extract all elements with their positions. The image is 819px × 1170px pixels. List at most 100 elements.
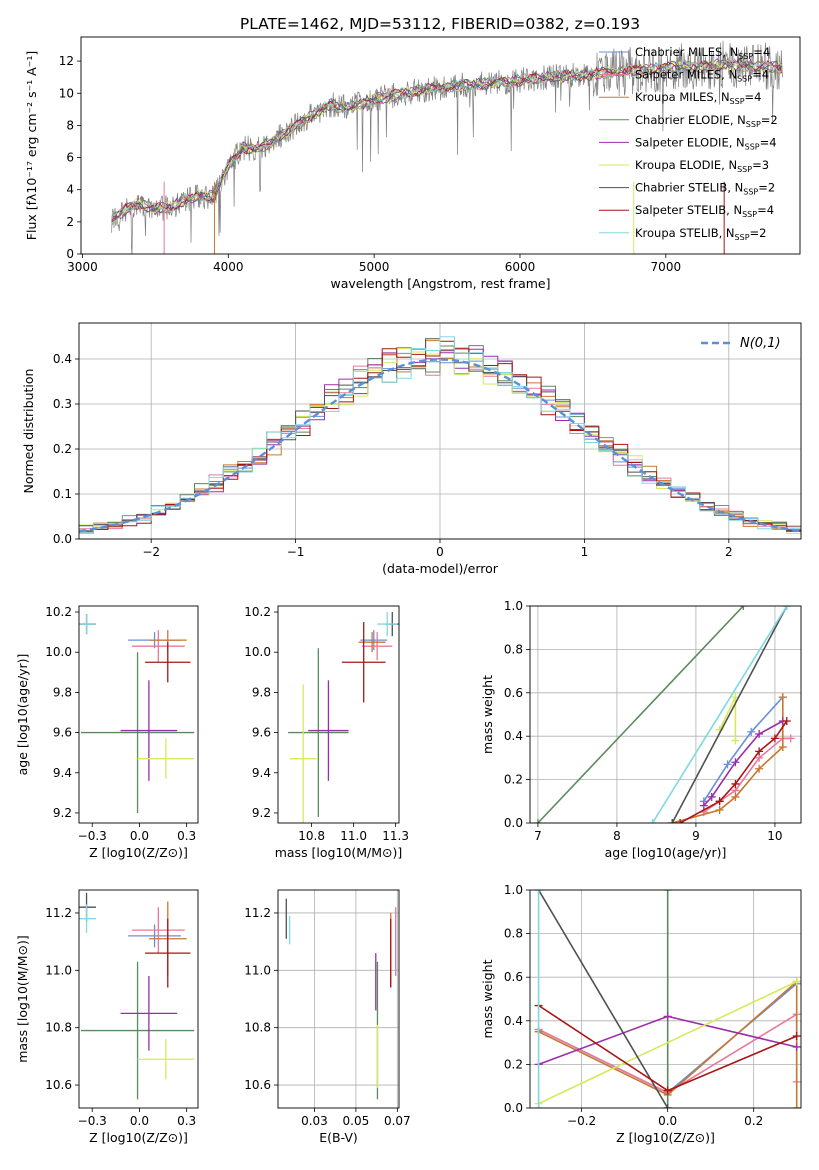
x-tick-label: 1 [581, 545, 589, 559]
marker-kroupa_stelib [648, 819, 657, 823]
y-tick-label: 6 [66, 151, 74, 165]
x-axis-label: wavelength [Angstrom, rest frame] [330, 276, 550, 291]
marker-kroupa_miles [778, 693, 787, 702]
marker-kroupa_miles [715, 805, 724, 814]
age-vs-metallicity-plot: −0.3 0.0 0.3 9.2 9.4 9.6 9.8 10.0 10.2 Z [log10(Z… [15, 605, 199, 860]
legend-value: =4 [757, 203, 774, 217]
x-tick-label: −2 [142, 545, 160, 559]
marker-salpeter_stelib [676, 819, 685, 823]
legend-subscript: SSP [737, 75, 752, 84]
plot-area [79, 892, 195, 1100]
x-axis-label: mass [log10(M/M⊙)] [275, 845, 403, 860]
legend-label: Salpeter ELODIE, NSSP=4 [635, 135, 777, 151]
x-tick-label: 0.2 [744, 1114, 763, 1128]
marker-salpeter_stelib [782, 717, 791, 726]
y-tick-label: 10.6 [45, 1078, 72, 1092]
model-spectrum-kroupa_stelib [111, 57, 783, 220]
y-tick-label: 10.0 [244, 645, 271, 659]
series-chabrier_stelib [671, 606, 788, 823]
legend-subscript: SSP [745, 142, 760, 151]
marker-salpeter_elodie [699, 801, 708, 810]
y-tick-label: 0.6 [504, 970, 523, 984]
marker-salpeter_elodie [792, 1042, 801, 1051]
spectrum-plot: 3000 4000 5000 6000 7000 0 2 4 6 8 10 12 wavelength … [24, 36, 801, 291]
marker-chabrier_elodie [533, 819, 542, 823]
marker-chabrier_stelib [663, 1104, 672, 1108]
x-axis-label: Z [log10(Z/Z⊙)] [89, 1130, 188, 1145]
marker-chabrier_miles [723, 760, 732, 769]
y-tick-label: 11.0 [244, 963, 271, 977]
y-tick-label: 9.8 [53, 685, 72, 699]
marker-kroupa_miles [792, 1104, 801, 1108]
marker-salpeter_stelib [715, 797, 724, 806]
x-tick-label: 5000 [359, 260, 390, 274]
y-tick-label: 11.2 [244, 906, 271, 920]
axes-frame [78, 605, 199, 824]
y-tick-label: 8 [66, 118, 74, 132]
y-tick-label: 0 [66, 247, 74, 261]
x-tick-label: −1 [287, 545, 305, 559]
mass-vs-metallicity-plot: −0.3 0.0 0.3 10.6 10.8 11.0 11.2 Z [log10(Z/Z⊙)… [15, 889, 199, 1145]
axes-frame [80, 36, 801, 255]
y-tick-label: 9.4 [252, 766, 271, 780]
x-tick-label: 0.0 [130, 829, 149, 843]
legend-value: =2 [758, 181, 775, 195]
marker-salpeter_stelib [792, 1032, 801, 1041]
axes-frame [529, 889, 802, 1109]
y-tick-label: 10.8 [244, 1021, 271, 1035]
series-chabrier_stelib [537, 890, 669, 1108]
x-tick-label: 7 [534, 829, 542, 843]
legend-value: =4 [760, 135, 777, 149]
marker-salpeter_stelib [755, 747, 764, 756]
y-axis-label: Flux [fλ10⁻¹⁷ erg cm⁻² s⁻¹ A⁻¹] [24, 51, 39, 240]
y-tick-label: 9.2 [252, 806, 271, 820]
marker-salpeter_elodie [707, 792, 716, 801]
y-tick-label: 11.0 [45, 963, 72, 977]
legend-subscript: SSP [743, 188, 758, 197]
y-tick-label: 1.0 [504, 599, 523, 613]
legend-subscript: SSP [737, 165, 752, 174]
legend-value: =2 [750, 226, 767, 240]
marker-kroupa_miles [778, 743, 787, 752]
x-axis-label: (data-model)/error [382, 561, 499, 576]
series-chabrier_miles [703, 696, 784, 802]
marker-salpeter_stelib [663, 1086, 672, 1095]
y-tick-label: 0.4 [504, 729, 523, 743]
y-tick-label: 10.0 [45, 645, 72, 659]
legend-subscript: SSP [735, 233, 750, 242]
x-tick-label: 0.03 [301, 1114, 328, 1128]
x-axis-label: E(B-V) [319, 1130, 358, 1145]
y-tick-label: 0.0 [504, 1101, 523, 1115]
legend-value: =4 [753, 45, 770, 59]
marker-salpeter_stelib [731, 779, 740, 788]
legend-value: =3 [752, 158, 769, 172]
x-axis-label: Z [log10(Z/Z⊙)] [616, 1130, 715, 1145]
x-axis-label: Z [log10(Z/Z⊙)] [89, 845, 188, 860]
series-salpeter_elodie [703, 720, 784, 807]
marker-chabrier_elodie [739, 606, 748, 610]
legend-subscript: SSP [738, 52, 753, 61]
marker-kroupa_miles [755, 764, 764, 773]
legend-label: Kroupa ELODIE, NSSP=3 [635, 158, 769, 174]
marker-kroupa_elodie [731, 736, 740, 745]
x-tick-label: 11.0 [340, 829, 367, 843]
marker-chabrier_elodie [663, 890, 672, 894]
marker-salpeter_elodie [731, 758, 740, 767]
x-tick-label: 10 [767, 829, 782, 843]
mass-weight-vs-age-plot: 7 8 9 10 0.0 0.2 0.4 0.6 0.8 1.0 age [log10(age/yr… [480, 599, 802, 860]
x-tick-label: 9 [692, 829, 700, 843]
x-tick-label: 11.3 [382, 829, 409, 843]
y-tick-label: 9.6 [252, 726, 271, 740]
y-tick-label: 10.6 [244, 1078, 271, 1092]
x-tick-label: −0.2 [567, 1114, 596, 1128]
y-tick-label: 9.4 [53, 766, 72, 780]
marker-kroupa_stelib [782, 606, 791, 610]
legend-value: =2 [761, 113, 778, 127]
x-tick-label: 6000 [505, 260, 536, 274]
marker-salpeter_elodie [663, 1012, 672, 1021]
y-tick-label: 12 [59, 54, 74, 68]
y-tick-label: 0.0 [504, 816, 523, 830]
x-tick-label: 0 [436, 545, 444, 559]
y-tick-label: 0.2 [504, 773, 523, 787]
